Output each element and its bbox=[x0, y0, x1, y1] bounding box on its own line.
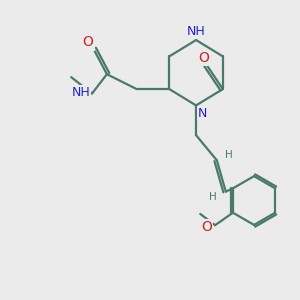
Text: O: O bbox=[201, 220, 212, 234]
Text: O: O bbox=[198, 51, 209, 65]
Text: H: H bbox=[209, 192, 217, 202]
Text: N: N bbox=[198, 107, 207, 120]
Text: NH: NH bbox=[187, 25, 206, 38]
Text: H: H bbox=[226, 150, 233, 160]
Text: O: O bbox=[83, 35, 94, 50]
Text: NH: NH bbox=[71, 85, 90, 98]
